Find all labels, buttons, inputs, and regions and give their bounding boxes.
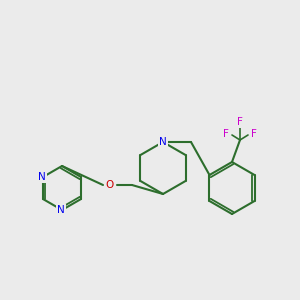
Text: F: F (223, 129, 229, 139)
Text: N: N (159, 137, 167, 147)
Text: F: F (251, 129, 257, 139)
Text: O: O (106, 180, 114, 190)
Text: N: N (38, 172, 46, 182)
Text: N: N (57, 205, 65, 215)
Text: F: F (237, 117, 243, 127)
